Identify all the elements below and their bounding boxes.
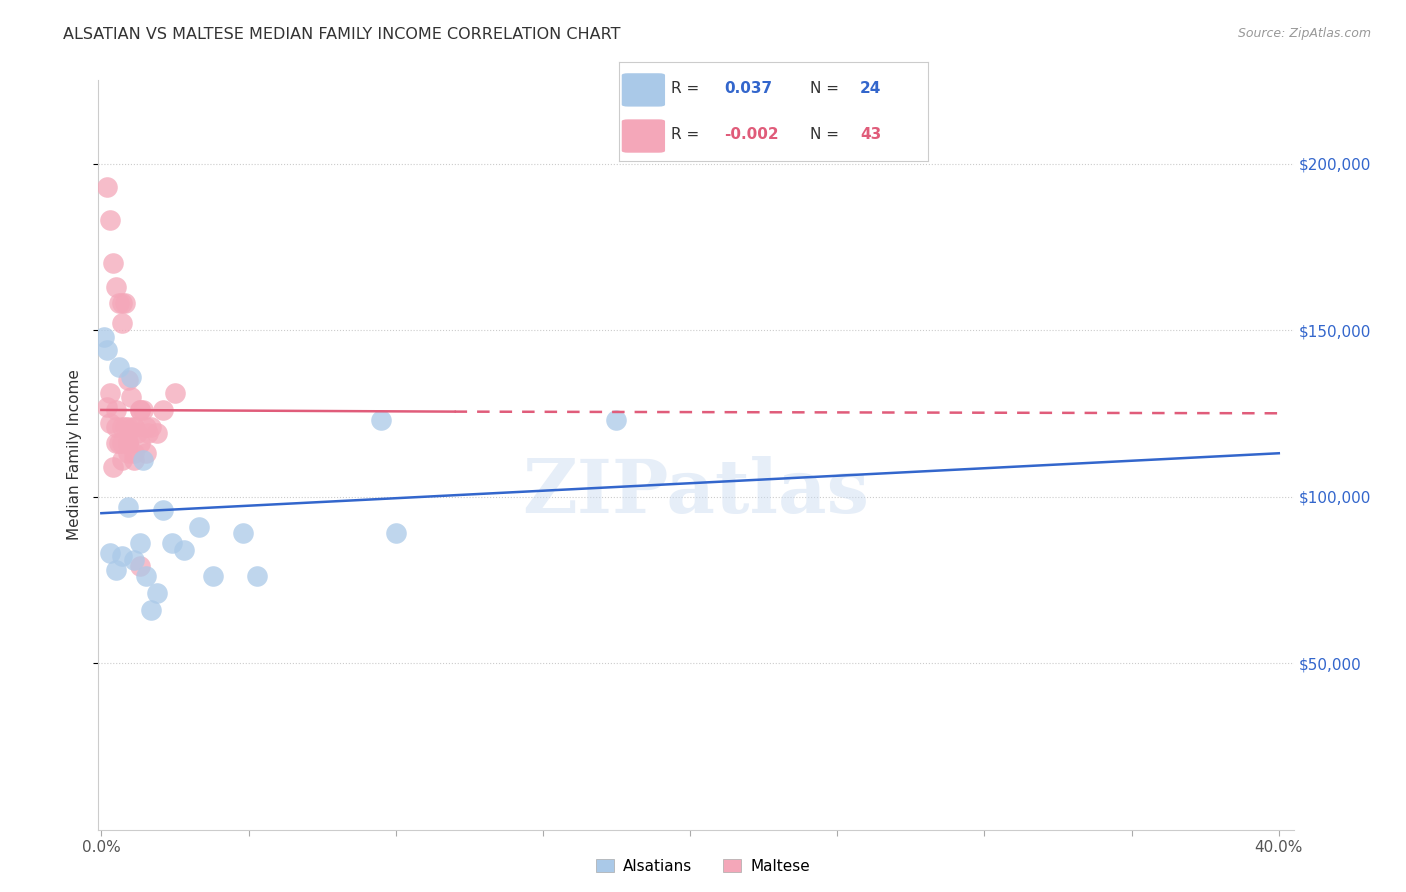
Point [128,403,150,417]
Point [187,519,209,533]
Point [122,419,145,434]
Point [131,403,153,417]
Point [98,213,121,227]
Point [111,436,134,450]
Point [128,536,150,550]
Point [122,553,145,567]
Text: N =: N = [810,127,839,142]
Text: 43: 43 [860,127,882,142]
Point [96,343,118,357]
Text: R =: R = [671,81,699,96]
Point [120,390,142,404]
Text: N =: N = [810,81,839,96]
Point [108,296,131,310]
Text: ALSATIAN VS MALTESE MEDIAN FAMILY INCOME CORRELATION CHART: ALSATIAN VS MALTESE MEDIAN FAMILY INCOME… [63,27,621,42]
Point [246,569,269,583]
Point [105,436,128,450]
Point [138,426,160,441]
Point [163,386,186,401]
Text: 24: 24 [860,81,882,96]
Point [108,436,131,450]
FancyBboxPatch shape [621,120,665,153]
Point [160,536,183,550]
Point [128,559,150,574]
Point [125,426,148,441]
Point [122,446,145,460]
Point [111,317,134,331]
Point [111,453,134,467]
Point [128,436,150,450]
Point [141,419,163,434]
Point [105,279,128,293]
Point [131,453,153,467]
Point [384,526,406,541]
Point [117,419,139,434]
Point [173,542,195,557]
Point [117,446,139,460]
Point [93,329,115,343]
Point [101,459,124,474]
Point [105,419,128,434]
Point [232,526,254,541]
Point [96,400,118,414]
Point [152,503,174,517]
Point [134,419,156,434]
Point [122,453,145,467]
Point [605,413,627,427]
Point [117,436,139,450]
Text: 0.037: 0.037 [724,81,772,96]
Point [122,419,145,434]
Point [111,419,134,434]
Text: ZIPatlas: ZIPatlas [523,456,869,529]
Point [101,256,124,270]
Point [96,179,118,194]
Text: R =: R = [671,127,699,142]
Point [141,603,163,617]
Point [98,417,121,431]
Point [114,419,136,434]
Point [108,359,131,374]
Y-axis label: Median Family Income: Median Family Income [67,369,83,541]
Point [120,369,142,384]
Point [117,436,139,450]
Point [105,403,128,417]
Point [114,296,136,310]
Point [146,426,169,441]
Point [117,373,139,387]
Legend: Alsatians, Maltese: Alsatians, Maltese [589,853,817,880]
Point [111,549,134,564]
Point [134,446,156,460]
Point [98,546,121,560]
Point [146,586,169,600]
Text: Source: ZipAtlas.com: Source: ZipAtlas.com [1237,27,1371,40]
FancyBboxPatch shape [621,73,665,107]
Text: -0.002: -0.002 [724,127,779,142]
Point [134,569,156,583]
Point [111,296,134,310]
Point [202,569,225,583]
Point [117,500,139,514]
Point [98,386,121,401]
Point [105,563,128,577]
Point [128,403,150,417]
Point [370,413,392,427]
Point [152,403,174,417]
